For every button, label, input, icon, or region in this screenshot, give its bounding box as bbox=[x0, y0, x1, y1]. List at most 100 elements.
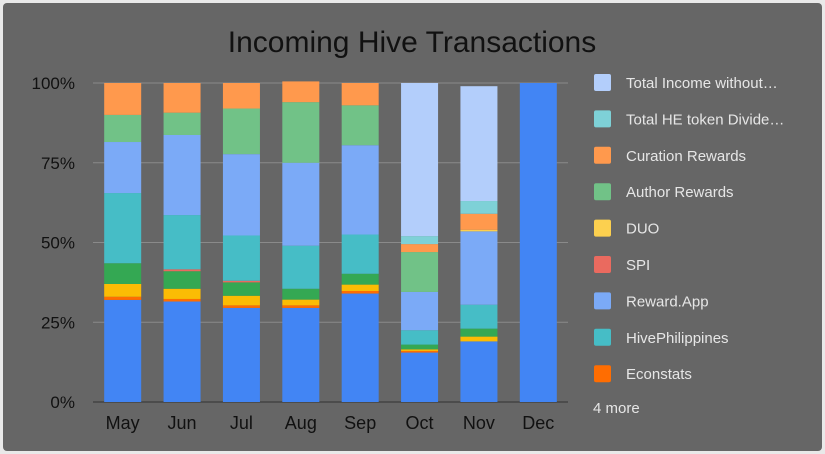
bar-segment[interactable] bbox=[282, 245, 320, 289]
bar-segment[interactable] bbox=[282, 102, 320, 163]
y-tick-label: 0% bbox=[50, 393, 75, 412]
bar-segment[interactable] bbox=[163, 83, 201, 113]
bar-segment[interactable] bbox=[341, 234, 379, 274]
bar-segment[interactable] bbox=[104, 296, 142, 300]
y-tick-label: 25% bbox=[41, 313, 75, 332]
bar-segment[interactable] bbox=[222, 307, 260, 402]
bar-segment[interactable] bbox=[163, 269, 201, 272]
bar-segment[interactable] bbox=[460, 213, 498, 230]
bar-segment[interactable] bbox=[460, 304, 498, 329]
bar-segment[interactable] bbox=[163, 134, 201, 216]
legend-swatch bbox=[594, 74, 611, 91]
bar-segment[interactable] bbox=[222, 295, 260, 306]
legend-label: HivePhilippines bbox=[626, 330, 729, 347]
bar-segment[interactable] bbox=[282, 305, 320, 308]
bar-segment[interactable] bbox=[104, 83, 142, 115]
bar-segment[interactable] bbox=[222, 235, 260, 281]
bar-segment[interactable] bbox=[222, 305, 260, 308]
bar-segment[interactable] bbox=[401, 344, 439, 350]
bar-segment[interactable] bbox=[163, 301, 201, 402]
bar-segment[interactable] bbox=[163, 215, 201, 270]
bar-segment[interactable] bbox=[282, 288, 320, 300]
legend: Total Income without… Total HE token Divi… bbox=[594, 74, 784, 383]
legend-swatch bbox=[594, 365, 611, 383]
chart-title: Incoming Hive Transactions bbox=[228, 26, 597, 59]
bar-segment[interactable] bbox=[460, 201, 498, 214]
x-tick-label: Jul bbox=[230, 413, 253, 433]
legend-item[interactable]: Total Income without… bbox=[594, 74, 778, 92]
bar-segment[interactable] bbox=[401, 291, 439, 331]
legend-item[interactable]: SPI bbox=[594, 256, 650, 274]
bar-segment[interactable] bbox=[341, 145, 379, 235]
legend-item[interactable]: Curation Rewards bbox=[594, 146, 746, 165]
bar-segment[interactable] bbox=[163, 271, 201, 289]
legend-item[interactable]: Author Rewards bbox=[594, 183, 734, 201]
legend-label: Total Income without… bbox=[626, 75, 778, 92]
bar-segment[interactable] bbox=[282, 307, 320, 402]
bar-segment[interactable] bbox=[460, 328, 498, 337]
bar-segment[interactable] bbox=[460, 341, 498, 402]
bar-segment[interactable] bbox=[104, 283, 142, 297]
bar-segment[interactable] bbox=[163, 288, 201, 299]
bar-segment[interactable] bbox=[341, 290, 379, 294]
x-tick-label: Sep bbox=[344, 413, 376, 433]
legend-more-link[interactable]: 4 more bbox=[593, 400, 640, 417]
bar-segment[interactable] bbox=[401, 352, 439, 402]
bar-segment[interactable] bbox=[519, 83, 557, 402]
legend-item[interactable]: Reward.App bbox=[594, 292, 709, 310]
legend-item[interactable]: DUO bbox=[594, 219, 659, 238]
y-tick-label: 100% bbox=[32, 74, 75, 93]
x-tick-label: Jun bbox=[168, 413, 197, 433]
legend-item[interactable]: HivePhilippines bbox=[594, 328, 729, 347]
bar-segment[interactable] bbox=[222, 282, 260, 296]
bar-segment[interactable] bbox=[341, 293, 379, 402]
legend-label: SPI bbox=[626, 257, 650, 274]
x-tick-label: Nov bbox=[463, 413, 495, 433]
bar-segment[interactable] bbox=[401, 350, 439, 353]
bar-segment[interactable] bbox=[222, 154, 260, 236]
bar-segment[interactable] bbox=[282, 299, 320, 306]
bar-segment[interactable] bbox=[460, 231, 498, 305]
bar-segment[interactable] bbox=[104, 142, 142, 194]
x-tick-label: May bbox=[106, 413, 140, 433]
legend-label: Curation Rewards bbox=[626, 148, 746, 165]
bar-segment[interactable] bbox=[341, 105, 379, 146]
bar-segment[interactable] bbox=[401, 236, 439, 245]
bar-segment[interactable] bbox=[222, 108, 260, 155]
legend-label: DUO bbox=[626, 221, 659, 238]
bar-segment[interactable] bbox=[401, 349, 439, 351]
bar-segment[interactable] bbox=[222, 83, 260, 109]
y-axis: 0% 25% 50% 75% 100% bbox=[32, 74, 75, 412]
bar-segment[interactable] bbox=[341, 273, 379, 285]
legend-swatch bbox=[594, 292, 611, 310]
legend-item[interactable]: Econstats bbox=[594, 365, 692, 383]
bar-segment[interactable] bbox=[104, 263, 142, 284]
bar-segment[interactable] bbox=[104, 299, 142, 402]
legend-swatch bbox=[594, 219, 611, 237]
bar-segment[interactable] bbox=[401, 244, 439, 253]
bar-segment[interactable] bbox=[460, 86, 498, 202]
bar-segment[interactable] bbox=[163, 112, 201, 135]
bar-segment[interactable] bbox=[401, 252, 439, 292]
legend-item[interactable]: Total HE token Divide… bbox=[594, 110, 784, 128]
bar-segment[interactable] bbox=[460, 229, 498, 232]
bar-segment[interactable] bbox=[104, 114, 142, 143]
bar-segment[interactable] bbox=[460, 336, 498, 342]
bar-segment[interactable] bbox=[341, 83, 379, 106]
bar-segment[interactable] bbox=[222, 280, 260, 283]
x-tick-label: Oct bbox=[406, 413, 434, 433]
legend-label: Reward.App bbox=[626, 293, 709, 310]
legend-swatch bbox=[594, 183, 611, 201]
x-axis: May Jun Jul Aug Sep Oct Nov Dec bbox=[106, 413, 555, 433]
bar-segment[interactable] bbox=[282, 162, 320, 246]
bar-segment[interactable] bbox=[401, 83, 439, 237]
y-tick-label: 75% bbox=[41, 154, 75, 173]
bar-segment[interactable] bbox=[341, 284, 379, 291]
y-tick-label: 50% bbox=[41, 234, 75, 253]
bar-segment[interactable] bbox=[104, 193, 142, 264]
bar-segment[interactable] bbox=[401, 330, 439, 345]
bar-segment[interactable] bbox=[163, 298, 201, 302]
bar-segment[interactable] bbox=[282, 81, 320, 103]
